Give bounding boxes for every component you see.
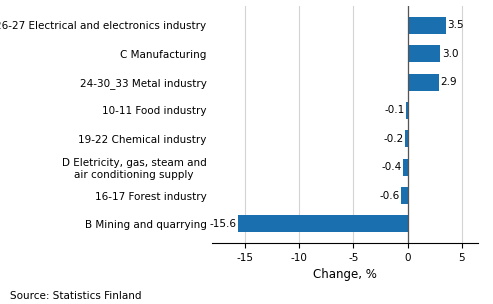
Text: -0.1: -0.1 (385, 105, 405, 116)
Text: 3.5: 3.5 (447, 20, 464, 30)
Text: -0.4: -0.4 (382, 162, 402, 172)
Text: -0.2: -0.2 (384, 134, 404, 144)
Text: 3.0: 3.0 (442, 49, 458, 59)
Text: -15.6: -15.6 (210, 219, 237, 229)
Text: Source: Statistics Finland: Source: Statistics Finland (10, 291, 141, 301)
X-axis label: Change, %: Change, % (313, 268, 377, 282)
Bar (238, 216, 408, 233)
Bar (403, 159, 408, 176)
Bar (408, 17, 446, 34)
Text: -0.6: -0.6 (379, 191, 399, 201)
Bar (408, 74, 439, 91)
Bar (401, 187, 408, 204)
Text: 2.9: 2.9 (441, 77, 458, 87)
Bar (408, 45, 440, 62)
Bar (407, 102, 408, 119)
Bar (405, 130, 408, 147)
